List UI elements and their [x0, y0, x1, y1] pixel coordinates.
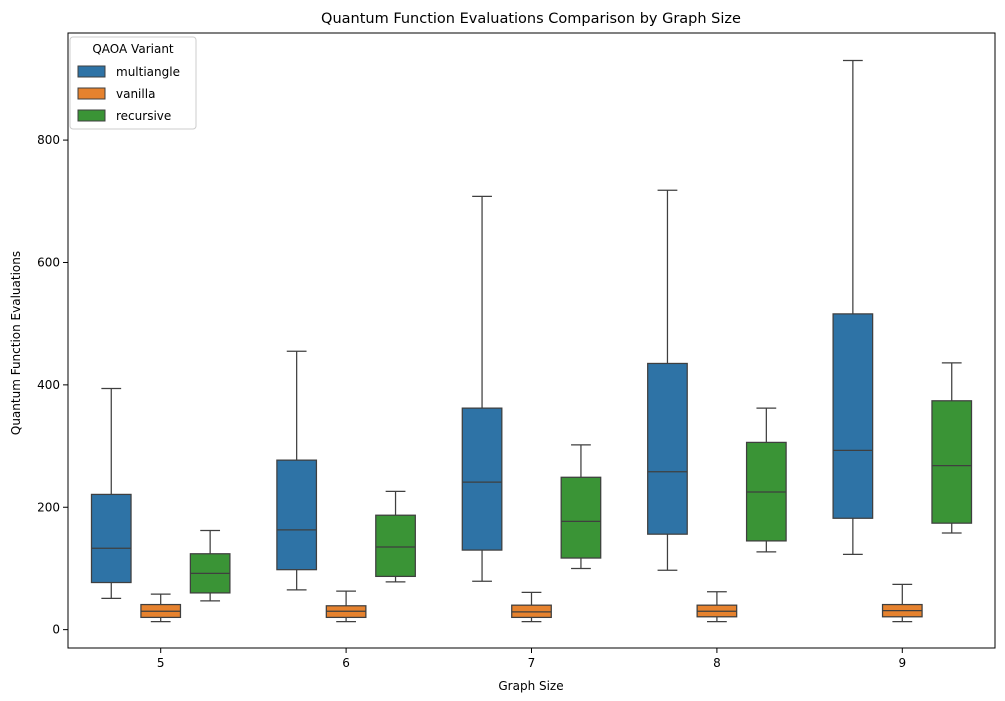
- box-body: [832, 313, 874, 519]
- box-body: [276, 459, 318, 571]
- box-body: [560, 476, 602, 559]
- box-body: [375, 514, 416, 578]
- box-body: [931, 400, 973, 524]
- legend-swatch-vanilla: [77, 87, 106, 100]
- box-vanilla-5: [140, 593, 182, 623]
- box-multiangle-5: [90, 387, 132, 600]
- y-tick-label: 400: [37, 378, 60, 392]
- x-tick-label: 5: [157, 656, 165, 670]
- legend-swatch-recursive: [77, 109, 106, 122]
- box-vanilla-9: [881, 583, 923, 623]
- x-tick-label: 8: [713, 656, 721, 670]
- x-tick-label: 6: [342, 656, 350, 670]
- box-recursive-8: [745, 407, 787, 553]
- x-axis-label: Graph Size: [498, 679, 563, 693]
- x-tick-label: 9: [898, 656, 906, 670]
- legend: QAOA Variant multiangle vanilla recursive: [69, 36, 197, 130]
- box-recursive-7: [560, 444, 602, 570]
- box-recursive-5: [189, 529, 231, 602]
- legend-label-multiangle: multiangle: [116, 65, 180, 79]
- plot-area: 0 200 400 600 800 5 6 7 8 9: [37, 32, 996, 670]
- box-multiangle-6: [276, 350, 318, 591]
- y-axis-label: Quantum Function Evaluations: [9, 251, 23, 435]
- y-tick-label: 600: [37, 255, 60, 269]
- box-multiangle-9: [832, 59, 874, 555]
- box-multiangle-7: [461, 195, 503, 582]
- box-body: [90, 493, 132, 584]
- box-recursive-6: [375, 490, 416, 583]
- box-vanilla-7: [511, 591, 552, 623]
- box-vanilla-8: [696, 591, 738, 623]
- legend-label-recursive: recursive: [116, 109, 171, 123]
- box-body: [461, 407, 503, 551]
- box-body: [647, 362, 688, 535]
- y-tick-label: 0: [52, 623, 60, 637]
- legend-title: QAOA Variant: [92, 42, 174, 56]
- y-tick-label: 800: [37, 133, 60, 147]
- box-multiangle-8: [647, 189, 688, 571]
- chart-title: Quantum Function Evaluations Comparison …: [321, 11, 741, 27]
- legend-label-vanilla: vanilla: [116, 87, 155, 101]
- legend-frame: [69, 36, 197, 130]
- legend-swatch-multiangle: [77, 65, 106, 78]
- x-tick-label: 7: [528, 656, 536, 670]
- box-recursive-9: [931, 362, 973, 534]
- box-vanilla-6: [325, 590, 367, 623]
- y-tick-label: 200: [37, 500, 60, 514]
